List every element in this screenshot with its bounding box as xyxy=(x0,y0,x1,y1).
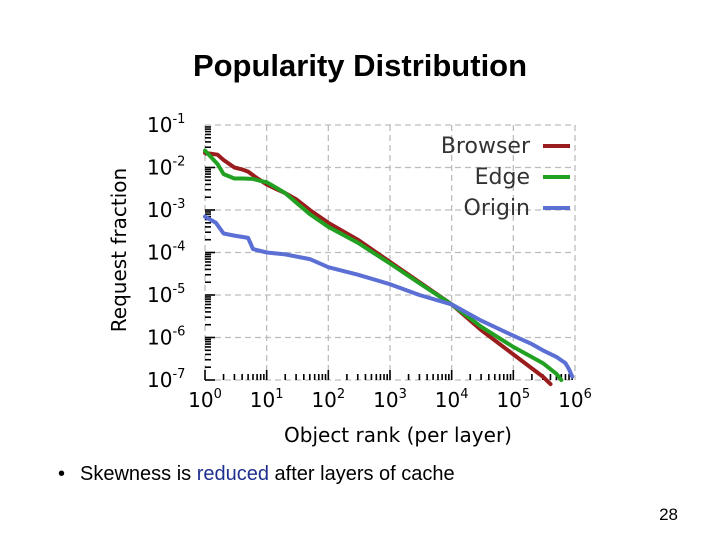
y-tick-label: 10-3 xyxy=(147,197,185,222)
x-tick-label: 103 xyxy=(373,387,407,412)
bullet-text-after: after layers of cache xyxy=(269,463,455,485)
bullet-text-before: Skewness is xyxy=(80,463,197,485)
bullet-point: • Skewness is reduced after layers of cac… xyxy=(58,463,455,486)
series-line-origin xyxy=(203,214,575,379)
series-line-edge xyxy=(203,148,564,382)
y-tick-label: 10-7 xyxy=(147,367,185,392)
x-tick-label: 101 xyxy=(250,387,284,412)
page-number: 28 xyxy=(659,505,678,524)
chart-legend: Browser Edge Origin xyxy=(441,134,570,221)
legend-label-edge: Edge xyxy=(475,165,530,190)
x-tick-label: 106 xyxy=(558,387,592,412)
y-tick-label: 10-4 xyxy=(147,240,185,265)
y-axis-label: Request fraction xyxy=(107,168,131,332)
y-tick-label: 10-6 xyxy=(147,325,185,350)
x-axis-label: Object rank (per layer) xyxy=(284,423,512,447)
bullet-marker: • xyxy=(58,463,66,485)
axis-ticks xyxy=(204,126,573,381)
legend-label-origin: Origin xyxy=(464,196,531,221)
y-tick-label: 10-2 xyxy=(147,155,185,180)
axis-tick-labels: 100 101 102 103 104 105 106 10-1 10-2 10-3 10-4 10-… xyxy=(147,112,592,412)
x-tick-label: 100 xyxy=(188,387,222,412)
y-tick-label: 10-5 xyxy=(147,282,185,307)
bullet-highlight: reduced xyxy=(196,463,269,485)
chart-series xyxy=(203,148,575,387)
legend-label-browser: Browser xyxy=(441,134,531,159)
x-tick-label: 105 xyxy=(496,387,530,412)
y-tick-label: 10-1 xyxy=(147,112,185,137)
x-tick-label: 102 xyxy=(311,387,345,412)
slide-title: Popularity Distribution xyxy=(192,48,528,83)
x-tick-label: 104 xyxy=(435,387,469,412)
